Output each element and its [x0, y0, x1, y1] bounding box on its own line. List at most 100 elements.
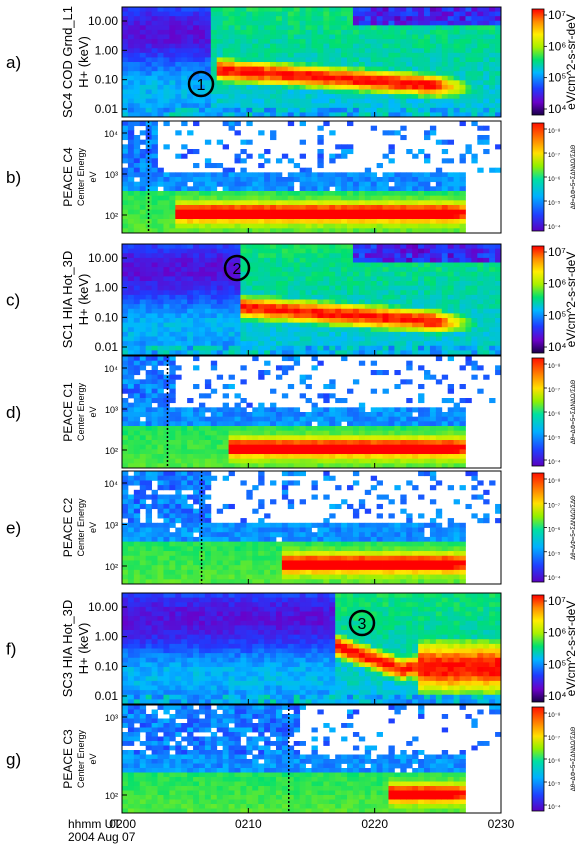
spectrogram-cell — [193, 39, 200, 45]
spectrogram-cell — [157, 435, 164, 441]
spectrogram-cell — [311, 412, 318, 418]
spectrogram-cell — [133, 135, 141, 141]
spectrogram-cell — [193, 29, 200, 35]
spectrogram-cell — [376, 94, 383, 100]
spectrogram-cell — [424, 257, 431, 263]
spectrogram-cell — [305, 412, 312, 418]
spectrogram-cell — [169, 379, 176, 385]
spectrogram-cell — [275, 426, 283, 432]
spectrogram-cell — [151, 98, 158, 104]
spectrogram-cell — [133, 66, 141, 72]
spectrogram-cell — [305, 181, 312, 187]
spectrogram-cell — [139, 449, 147, 455]
spectrogram-cell — [127, 313, 135, 319]
spectrogram-cell — [323, 57, 330, 63]
spectrogram-cell — [222, 285, 229, 291]
spectrogram-cell — [358, 48, 366, 54]
spectrogram-cell — [222, 214, 229, 220]
spectrogram-cell — [400, 327, 407, 333]
spectrogram-cell — [228, 34, 235, 40]
spectrogram-cell — [145, 244, 153, 250]
spectrogram-cell — [139, 388, 147, 394]
spectrogram-cell — [388, 276, 395, 282]
spectrogram-cell — [412, 223, 419, 229]
spectrogram-cell — [163, 7, 170, 12]
spectrogram-cell — [246, 43, 253, 49]
spectrogram-cell — [175, 458, 182, 464]
spectrogram-cell — [382, 407, 389, 413]
spectrogram-cell — [139, 16, 147, 22]
spectrogram-cell — [341, 322, 348, 328]
spectrogram-cell — [133, 7, 141, 12]
spectrogram-cell — [358, 444, 366, 450]
spectrogram-cell — [270, 322, 277, 328]
spectrogram-cell — [258, 71, 265, 77]
spectrogram-cell — [151, 360, 158, 366]
spectrogram-cell — [275, 223, 283, 229]
spectrogram-cell — [489, 20, 496, 26]
spectrogram-cell — [145, 350, 153, 356]
spectrogram-cell — [459, 39, 466, 45]
spectrogram-cell — [246, 186, 253, 192]
spectrogram-cell — [193, 257, 200, 263]
spectrogram-cell — [287, 7, 295, 12]
spectrogram-cell — [477, 345, 484, 351]
spectrogram-cell — [151, 75, 158, 81]
spectrogram-cell — [193, 248, 200, 254]
spectrogram-cell — [441, 191, 449, 197]
spectrogram-cell — [424, 228, 431, 234]
spectrogram-cell — [287, 75, 295, 81]
spectrogram-cell — [198, 195, 206, 201]
spectrogram-cell — [352, 48, 360, 54]
spectrogram-cell — [234, 350, 241, 356]
spectrogram-cell — [477, 327, 484, 333]
spectrogram-cell — [447, 435, 455, 441]
spectrogram-cell — [264, 435, 271, 441]
spectrogram-cell — [435, 195, 443, 201]
spectrogram-cell — [358, 244, 366, 250]
spectrogram-cell — [382, 257, 389, 263]
spectrogram-cell — [222, 181, 229, 187]
spectrogram-cell — [323, 308, 330, 314]
spectrogram-cell — [406, 186, 413, 192]
spectrogram-cell — [122, 186, 129, 192]
spectrogram-cell — [151, 341, 158, 347]
spectrogram-cell — [216, 435, 224, 441]
spectrogram-cell — [347, 318, 354, 324]
spectrogram-cell — [258, 29, 265, 35]
spectrogram-cell — [169, 356, 176, 362]
spectrogram-cell — [418, 39, 425, 45]
spectrogram-cell — [293, 421, 301, 427]
spectrogram-cell — [127, 508, 135, 514]
spectrogram-cell — [489, 327, 496, 333]
spectrogram-cell — [163, 412, 170, 418]
spectrogram-cell — [429, 290, 437, 296]
spectrogram-cell — [181, 228, 188, 234]
spectrogram-cell — [364, 89, 372, 95]
spectrogram-cell — [127, 379, 135, 385]
spectrogram-cell — [459, 327, 466, 333]
spectrogram-cell — [175, 435, 182, 441]
spectrogram-cell — [133, 345, 141, 351]
spectrogram-cell — [412, 52, 419, 58]
spectrogram-cell — [169, 177, 176, 183]
spectrogram-cell — [317, 125, 324, 131]
spectrogram-cell — [370, 103, 378, 109]
spectrogram-cell — [347, 103, 354, 109]
spectrogram-cell — [400, 200, 407, 206]
spectrogram-cell — [139, 181, 147, 187]
spectrogram-cell — [471, 107, 478, 113]
spectrogram-cell — [258, 402, 265, 408]
spectrogram-cell — [412, 463, 419, 469]
spectrogram-cell — [453, 75, 460, 81]
spectrogram-cell — [133, 163, 141, 169]
spectrogram-cell — [400, 39, 407, 45]
spectrogram-cell — [406, 421, 413, 427]
spectrogram-cell — [187, 191, 194, 197]
spectrogram-cell — [151, 172, 158, 178]
spectrogram-cell — [270, 350, 277, 356]
spectrogram-cell — [394, 80, 401, 86]
spectrogram-cell — [364, 426, 372, 432]
spectrogram-cell — [246, 313, 253, 319]
spectrogram-cell — [477, 290, 484, 296]
